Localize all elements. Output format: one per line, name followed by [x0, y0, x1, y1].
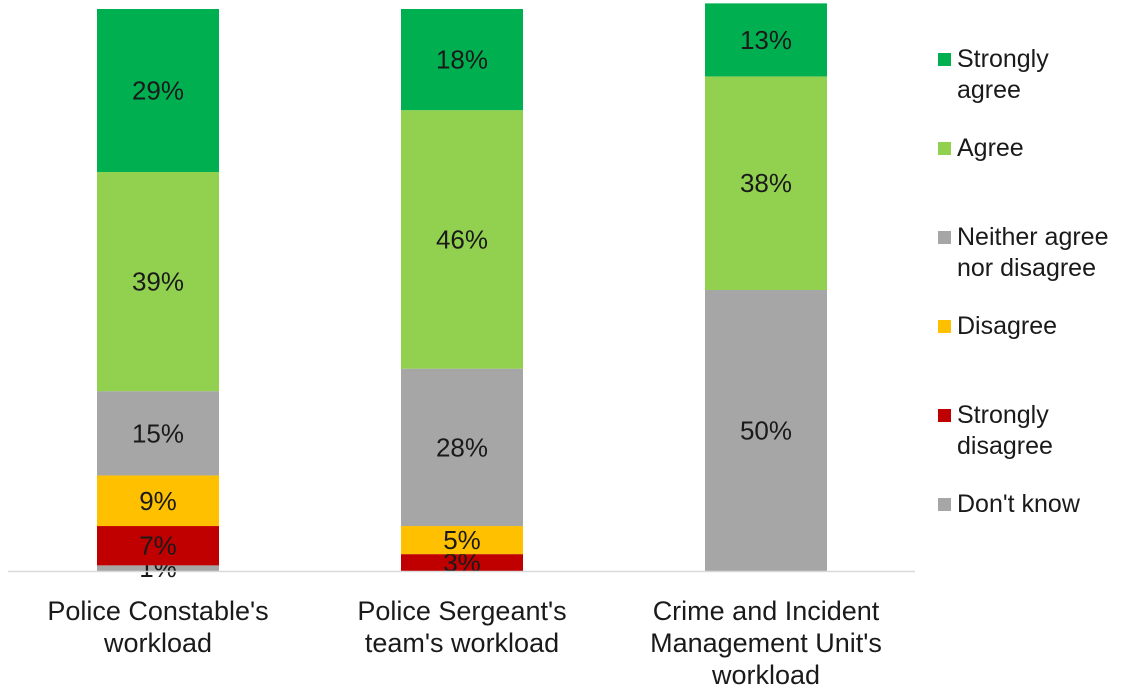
bar-neither-agree-nor-disagree-2	[401, 368, 523, 527]
x-tick-label-1: Police Constable's workload	[47, 596, 268, 658]
bar-strongly-agree-2	[401, 9, 523, 111]
data-label-agree-3: 38%	[740, 168, 792, 198]
legend-label: Agree	[957, 134, 1024, 162]
legend-label: Neither agree nor disagree	[957, 223, 1109, 282]
legend-swatch	[938, 53, 951, 66]
data-label-strongly-agree-1: 29%	[132, 75, 184, 105]
bar-don-t-know-1	[97, 565, 219, 571]
chart-plot: 1%7%9%15%39%29%3%5%28%46%18%50%38%13%Pol…	[8, 3, 915, 690]
legend-item-neither-agree-nor-disagree: Neither agree nor disagree	[938, 222, 1137, 284]
legend-item-don-t-know: Don't know	[938, 489, 1137, 520]
bar-strongly-agree-3	[705, 3, 827, 77]
data-label-neither-agree-nor-disagree-2: 28%	[436, 432, 488, 462]
data-label-strongly-agree-3: 13%	[740, 25, 792, 55]
data-label-neither-agree-nor-disagree-3: 50%	[740, 416, 792, 446]
x-tick-label-3: Crime and Incident Management Unit's workl…	[650, 596, 882, 690]
legend-swatch	[938, 498, 951, 511]
bar-disagree-2	[401, 526, 523, 555]
legend-label: Strongly agree	[957, 45, 1049, 104]
bar-neither-agree-nor-disagree-1	[97, 391, 219, 476]
bar-agree-1	[97, 171, 219, 392]
x-tick-label-2: Police Sergeant's team's workload	[357, 596, 566, 658]
bar-agree-3	[705, 76, 827, 290]
legend-label: Don't know	[957, 490, 1080, 518]
chart-legend: Strongly agree Agree Neither agree nor disag…	[938, 0, 1145, 560]
data-label-disagree-1: 9%	[139, 486, 177, 516]
data-label-agree-1: 39%	[132, 267, 184, 297]
data-label-agree-2: 46%	[436, 224, 488, 254]
data-label-disagree-2: 5%	[443, 525, 481, 555]
legend-item-disagree: Disagree	[938, 311, 1137, 342]
bar-agree-2	[401, 110, 523, 369]
legend-label: Strongly disagree	[957, 401, 1053, 460]
legend-swatch	[938, 320, 951, 333]
data-label-strongly-agree-2: 18%	[436, 45, 488, 75]
bar-strongly-agree-1	[97, 9, 219, 172]
legend-item-agree: Agree	[938, 133, 1137, 164]
legend-item-strongly-disagree: Strongly disagree	[938, 400, 1137, 462]
legend-swatch	[938, 231, 951, 244]
legend-swatch	[938, 142, 951, 155]
data-label-strongly-disagree-1: 7%	[139, 531, 177, 561]
bar-disagree-1	[97, 475, 219, 527]
bar-strongly-disagree-1	[97, 526, 219, 566]
legend-label: Disagree	[957, 312, 1058, 340]
legend-swatch	[938, 409, 951, 422]
data-label-neither-agree-nor-disagree-1: 15%	[132, 418, 184, 448]
bar-neither-agree-nor-disagree-3	[705, 290, 827, 571]
bar-strongly-disagree-2	[401, 554, 523, 571]
legend-item-strongly-agree: Strongly agree	[938, 44, 1137, 106]
